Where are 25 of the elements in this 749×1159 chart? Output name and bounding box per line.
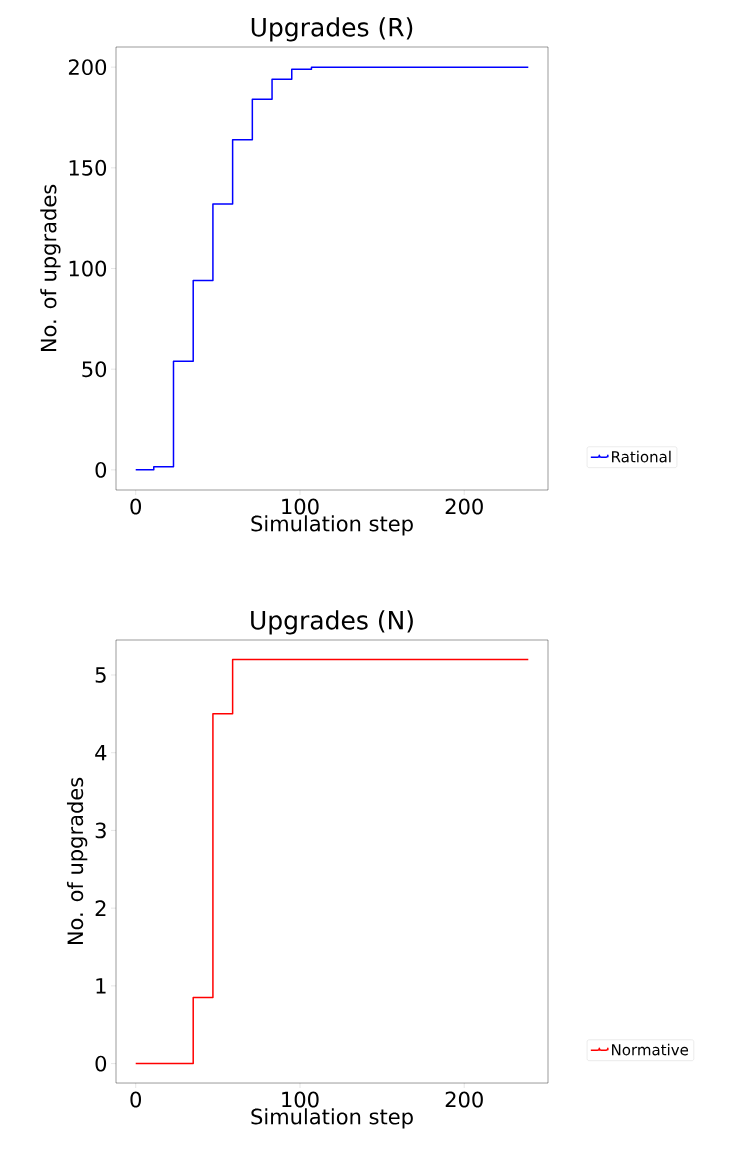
y-tick-label: 1	[96, 978, 106, 994]
x-axis-title: Simulation step	[251, 1108, 413, 1129]
y-tick-label: 0	[95, 1055, 107, 1072]
x-tick-label: 0	[130, 498, 141, 515]
y-tick-label: 3	[95, 822, 106, 839]
y-tick-label: 4	[95, 745, 107, 761]
y-tick-label: 2	[95, 900, 106, 916]
x-tick-label: 200	[445, 1091, 483, 1108]
y-tick-label: 5	[95, 667, 106, 683]
y-tick-label: 200	[68, 59, 107, 76]
legend-label: Normative	[612, 1043, 689, 1056]
y-axis-title: No. of upgrades	[40, 184, 61, 352]
x-tick-label: 0	[130, 1091, 141, 1108]
chart-title: Upgrades (N)	[251, 610, 413, 635]
x-tick-label: 100	[282, 498, 319, 515]
y-tick-label: 150	[69, 159, 107, 176]
y-tick-label: 50	[82, 361, 107, 378]
chart-title: Upgrades (R)	[251, 17, 413, 42]
y-tick-label: 0	[95, 461, 107, 478]
y-axis-title: No. of upgrades	[66, 777, 88, 945]
x-axis-title: Simulation step	[251, 515, 413, 536]
legend-label: Rational	[612, 450, 671, 463]
x-tick-label: 100	[282, 1091, 319, 1108]
y-tick-label: 100	[69, 260, 107, 277]
x-tick-label: 200	[445, 498, 483, 515]
